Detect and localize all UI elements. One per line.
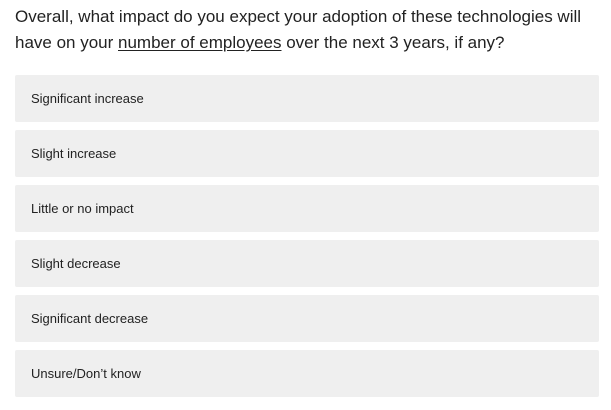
option-label: Little or no impact [31,201,134,216]
question-text-lead: Overall, what impact do you expect your … [15,7,582,52]
option-slight-increase[interactable]: Slight increase [15,130,599,177]
option-slight-decrease[interactable]: Slight decrease [15,240,599,287]
option-label: Slight increase [31,146,117,161]
option-label: Unsure/Don’t know [31,366,141,381]
option-label: Significant increase [31,91,144,106]
answer-options-list: Significant increase Slight increase Lit… [15,75,599,405]
option-label: Slight decrease [31,256,121,271]
question-text: Overall, what impact do you expect your … [15,4,600,56]
question-text-tail: over the next 3 years, if any? [281,33,505,52]
question-text-emphasis: number of employees [118,33,282,52]
option-unsure-dont-know[interactable]: Unsure/Don’t know [15,350,599,397]
option-label: Significant decrease [31,311,149,326]
option-little-or-no-impact[interactable]: Little or no impact [15,185,599,232]
option-significant-increase[interactable]: Significant increase [15,75,599,122]
option-significant-decrease[interactable]: Significant decrease [15,295,599,342]
